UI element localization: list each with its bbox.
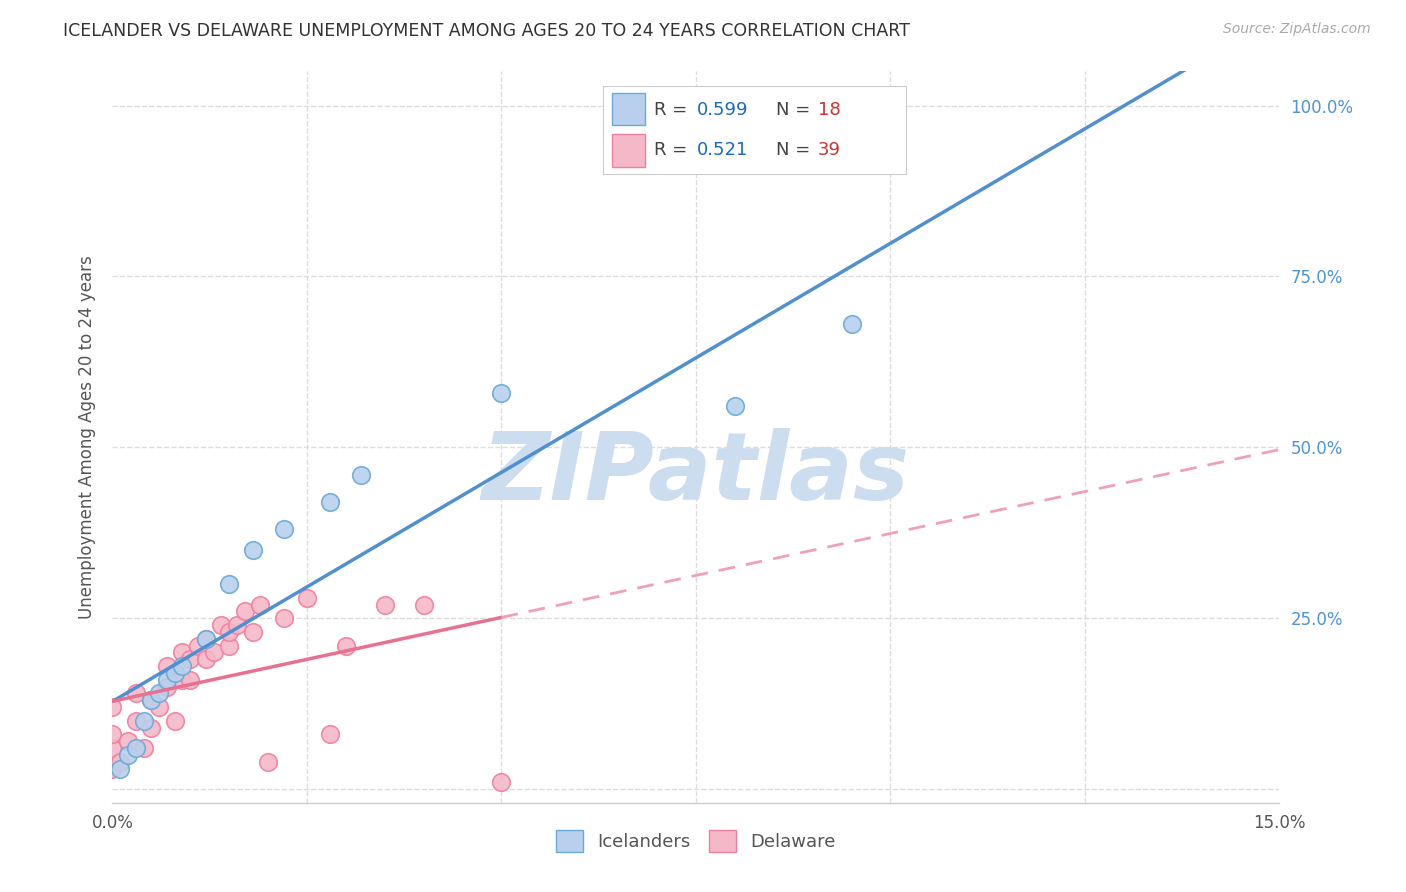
Point: [101, 741, 124, 756]
Point: [172, 645, 194, 659]
Text: ICELANDER VS DELAWARE UNEMPLOYMENT AMONG AGES 20 TO 24 YEARS CORRELATION CHART: ICELANDER VS DELAWARE UNEMPLOYMENT AMONG…: [63, 22, 910, 40]
Point: [350, 467, 373, 482]
Point: [491, 775, 513, 789]
Point: [295, 591, 318, 605]
Point: [141, 693, 163, 707]
Point: [202, 645, 225, 659]
Point: [101, 700, 124, 714]
Point: [319, 727, 342, 741]
Point: [163, 665, 186, 680]
Point: [163, 714, 186, 728]
Point: [841, 318, 863, 332]
Point: [257, 755, 280, 769]
Point: [273, 611, 295, 625]
Point: [194, 652, 217, 666]
Point: [125, 741, 148, 756]
Point: [491, 385, 513, 400]
Point: [724, 400, 747, 414]
Point: [163, 665, 186, 680]
Point: [374, 598, 396, 612]
Point: [179, 673, 201, 687]
Text: Source: ZipAtlas.com: Source: ZipAtlas.com: [1223, 22, 1371, 37]
Point: [233, 604, 256, 618]
Point: [141, 721, 163, 735]
Point: [218, 624, 240, 639]
Point: [209, 618, 232, 632]
Point: [125, 686, 148, 700]
Point: [194, 632, 217, 646]
Point: [110, 762, 132, 776]
Point: [132, 741, 155, 756]
Point: [117, 747, 139, 762]
Point: [218, 577, 240, 591]
Point: [101, 727, 124, 741]
Point: [412, 598, 434, 612]
Point: [117, 734, 139, 748]
Point: [335, 639, 357, 653]
Point: [187, 639, 209, 653]
Point: [125, 714, 148, 728]
Legend: Icelanders, Delaware: Icelanders, Delaware: [548, 823, 844, 860]
Y-axis label: Unemployment Among Ages 20 to 24 years: Unemployment Among Ages 20 to 24 years: [77, 255, 96, 619]
Point: [273, 522, 295, 536]
Point: [172, 659, 194, 673]
Point: [141, 693, 163, 707]
Point: [101, 762, 124, 776]
Point: [148, 686, 170, 700]
Text: ZIPatlas: ZIPatlas: [482, 427, 910, 520]
Point: [218, 639, 240, 653]
Point: [132, 714, 155, 728]
Point: [179, 652, 201, 666]
Point: [226, 618, 249, 632]
Point: [172, 673, 194, 687]
Point: [156, 680, 179, 694]
Point: [242, 542, 264, 557]
Point: [110, 755, 132, 769]
Point: [156, 673, 179, 687]
Point: [156, 659, 179, 673]
Point: [148, 700, 170, 714]
Point: [249, 598, 271, 612]
Point: [242, 624, 264, 639]
Point: [319, 495, 342, 509]
Point: [194, 632, 217, 646]
